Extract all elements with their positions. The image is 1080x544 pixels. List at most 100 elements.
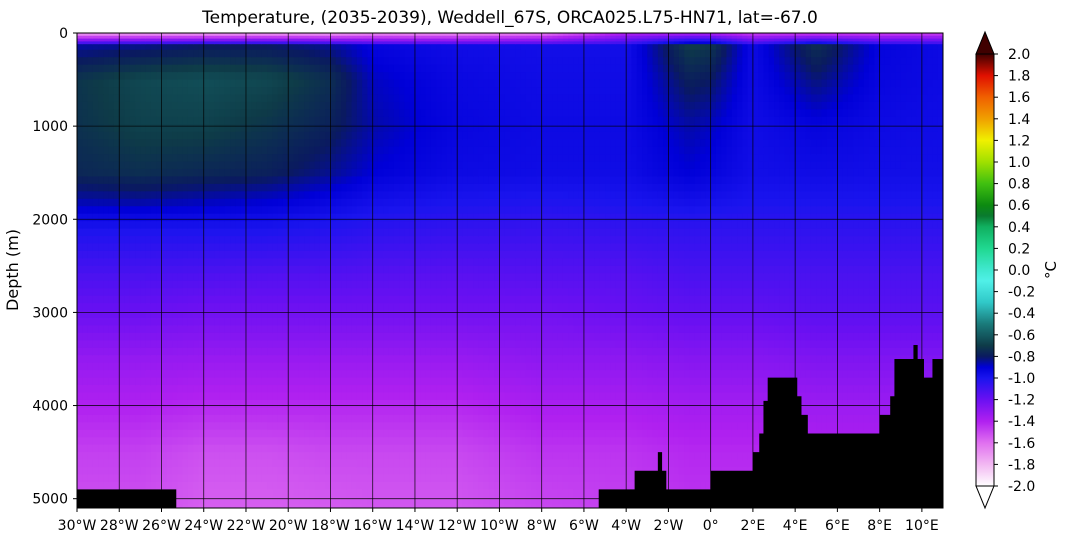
heatmap-cell [257,94,263,102]
heatmap-cell [394,303,400,311]
heatmap-cell [441,325,447,333]
heatmap-cell [82,162,88,170]
heatmap-cell [209,258,215,266]
heatmap-cell [267,214,273,222]
heatmap-cell [125,72,131,80]
heatmap-cell [341,206,347,214]
heatmap-cell [151,102,157,110]
heatmap-cell [267,340,273,348]
heatmap-cell [357,65,363,73]
heatmap-cell [346,154,352,162]
heatmap-cell [373,251,379,259]
heatmap-cell [93,206,99,214]
heatmap-cell [188,370,194,378]
heatmap-cell [373,355,379,363]
heatmap-cell [103,206,109,214]
heatmap-cell [93,415,99,423]
heatmap-cell [93,363,99,371]
heatmap-cell [267,318,273,326]
heatmap-cell [214,467,220,475]
heatmap-cell [447,340,453,348]
heatmap-cell [320,467,326,475]
heatmap-cell [336,355,342,363]
heatmap-cell [346,430,352,438]
heatmap-cell [431,430,437,438]
heatmap-cell [373,206,379,214]
heatmap-cell [426,184,432,192]
heatmap-cell [362,430,368,438]
heatmap-cell [415,154,421,162]
heatmap-cell [82,139,88,147]
heatmap-cell [357,44,363,50]
heatmap-cell [436,385,442,393]
heatmap-cell [167,258,173,266]
heatmap-cell [373,176,379,184]
heatmap-cell [177,400,183,408]
heatmap-cell [140,132,146,140]
heatmap-cell [294,355,300,363]
heatmap-cell [462,378,468,386]
heatmap-cell [177,422,183,430]
heatmap-cell [230,288,236,296]
heatmap-cell [209,191,215,199]
heatmap-cell [262,176,268,184]
heatmap-cell [420,191,426,199]
heatmap-cell [468,50,474,58]
heatmap-cell [272,266,278,274]
heatmap-cell [436,370,442,378]
heatmap-cell [346,422,352,430]
heatmap-cell [262,132,268,140]
heatmap-cell [167,348,173,356]
heatmap-cell [225,400,231,408]
heatmap-cell [415,191,421,199]
heatmap-cell [151,467,157,475]
heatmap-cell [278,214,284,222]
heatmap-cell [320,199,326,207]
heatmap-cell [399,72,405,80]
heatmap-cell [272,132,278,140]
heatmap-cell [130,460,136,468]
heatmap-cell [272,325,278,333]
heatmap-cell [394,348,400,356]
heatmap-cell [309,325,315,333]
heatmap-cell [151,400,157,408]
heatmap-cell [457,44,463,50]
heatmap-cell [320,363,326,371]
heatmap-cell [304,318,310,326]
heatmap-cell [441,474,447,482]
heatmap-cell [299,296,305,304]
heatmap-cell [88,44,94,50]
heatmap-cell [357,452,363,460]
heatmap-cell [441,65,447,73]
heatmap-cell [246,348,252,356]
heatmap-cell [399,214,405,222]
heatmap-cell [336,445,342,453]
heatmap-cell [420,236,426,244]
heatmap-cell [246,288,252,296]
heatmap-cell [294,467,300,475]
heatmap-cell [109,72,115,80]
heatmap-cell [188,340,194,348]
heatmap-cell [98,87,104,95]
heatmap-cell [330,117,336,125]
heatmap-cell [130,191,136,199]
heatmap-cell [214,124,220,132]
heatmap-cell [177,363,183,371]
heatmap-cell [336,393,342,401]
heatmap-cell [119,355,125,363]
heatmap-cell [125,474,131,482]
heatmap-cell [457,497,463,505]
heatmap-cell [109,176,115,184]
heatmap-cell [389,102,395,110]
heatmap-cell [246,162,252,170]
heatmap-cell [352,393,358,401]
heatmap-cell [257,355,263,363]
heatmap-cell [230,348,236,356]
heatmap-cell [373,489,379,497]
heatmap-cell [315,422,321,430]
heatmap-cell [172,191,178,199]
heatmap-cell [415,497,421,505]
heatmap-cell [172,370,178,378]
heatmap-cell [457,87,463,95]
heatmap-cell [394,400,400,408]
